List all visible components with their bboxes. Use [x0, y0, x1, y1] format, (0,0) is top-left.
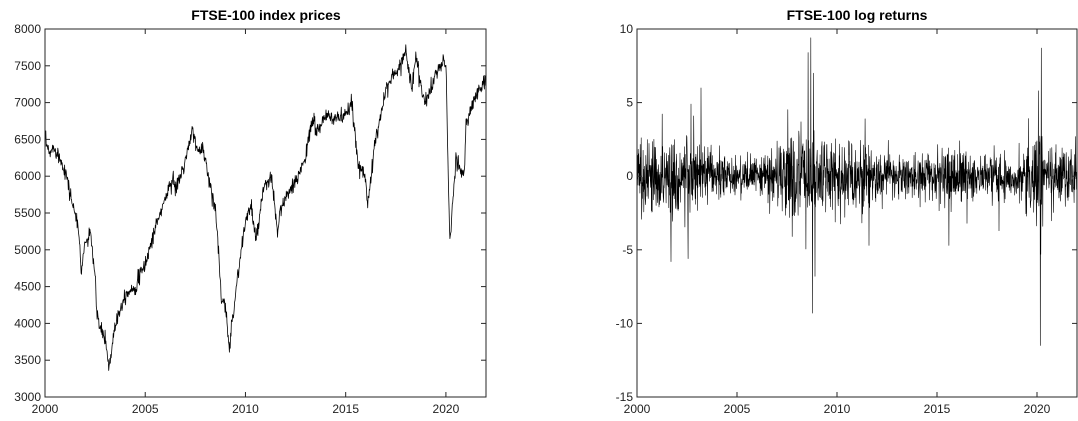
x-tick-label: 2010	[824, 402, 851, 416]
y-tick-label: 4500	[14, 280, 41, 294]
y-tick-label: 5500	[14, 206, 41, 220]
x-tick-label: 2020	[433, 402, 460, 416]
x-tick-label: 2005	[724, 402, 751, 416]
x-tick-label: 2010	[232, 402, 259, 416]
returns-plot-frame	[636, 28, 1078, 398]
x-tick-label: 2020	[1024, 402, 1051, 416]
returns-y-ticks: -15 -10 -5 0 5 10	[616, 22, 1077, 404]
x-tick-label: 2000	[32, 402, 59, 416]
y-tick-label: 3500	[14, 353, 41, 367]
returns-series-line	[637, 37, 1078, 346]
x-tick-label: 2005	[132, 402, 159, 416]
price-y-ticks: 3000 3500 4000 4500 5000 5500 6000 6500 7000 7500…	[14, 22, 486, 404]
price-x-ticks: 2000 2005 2010 2015 2020	[32, 29, 460, 416]
y-tick-label: 7500	[14, 59, 41, 73]
price-chart-title: FTSE-100 index prices	[191, 7, 341, 23]
y-tick-label: 8000	[14, 22, 41, 36]
x-tick-label: 2015	[332, 402, 359, 416]
price-plot-frame	[44, 28, 487, 398]
returns-x-ticks: 2000 2005 2010 2015 2020	[624, 29, 1051, 416]
x-tick-label: 2015	[924, 402, 951, 416]
y-tick-label: 6500	[14, 132, 41, 146]
y-tick-label: 5000	[14, 243, 41, 257]
y-tick-label: -5	[622, 243, 633, 257]
x-tick-label: 2000	[624, 402, 651, 416]
y-tick-label: -10	[616, 316, 634, 330]
returns-chart-title: FTSE-100 log returns	[787, 7, 928, 23]
price-chart: FTSE-100 index prices 3000 3500 4000 4500 50…	[14, 7, 487, 416]
price-series-line	[44, 44, 487, 371]
y-tick-label: 5	[626, 96, 633, 110]
y-tick-label: 6000	[14, 169, 41, 183]
y-tick-label: 3000	[14, 390, 41, 404]
y-tick-label: 7000	[14, 96, 41, 110]
y-tick-label: 0	[626, 169, 633, 183]
y-tick-label: 10	[620, 22, 634, 36]
y-tick-label: -15	[616, 390, 634, 404]
y-tick-label: 4000	[14, 316, 41, 330]
